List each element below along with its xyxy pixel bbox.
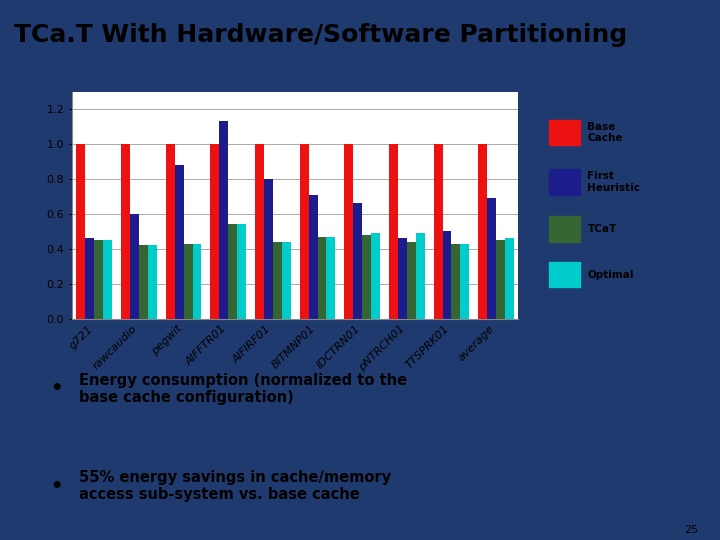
Bar xyxy=(549,169,580,195)
Bar xyxy=(192,244,202,319)
Bar xyxy=(184,244,192,319)
Bar xyxy=(505,238,514,319)
Bar xyxy=(496,240,505,319)
Bar xyxy=(549,217,580,242)
Bar xyxy=(354,204,362,319)
Bar xyxy=(121,144,130,319)
Text: 25: 25 xyxy=(684,524,698,535)
Bar xyxy=(264,179,273,319)
Bar xyxy=(220,122,228,319)
Bar xyxy=(318,237,326,319)
Text: Base
Cache: Base Cache xyxy=(588,122,623,144)
Bar xyxy=(86,238,94,319)
Bar xyxy=(148,245,157,319)
Bar xyxy=(139,245,148,319)
Text: 55% energy savings in cache/memory
access sub-system vs. base cache: 55% energy savings in cache/memory acces… xyxy=(79,470,392,502)
Bar xyxy=(549,120,580,145)
Text: •: • xyxy=(50,379,63,399)
Bar xyxy=(282,242,291,319)
Bar xyxy=(228,225,237,319)
Bar xyxy=(344,144,354,319)
Text: TCa.T With Hardware/Software Partitioning: TCa.T With Hardware/Software Partitionin… xyxy=(14,23,628,47)
Bar xyxy=(478,144,487,319)
Bar xyxy=(389,144,398,319)
Bar xyxy=(103,240,112,319)
Text: TCaT: TCaT xyxy=(588,224,617,234)
Bar xyxy=(273,242,282,319)
Bar xyxy=(407,242,415,319)
Bar xyxy=(433,144,443,319)
Bar xyxy=(371,233,380,319)
Bar xyxy=(210,144,220,319)
Bar xyxy=(166,144,175,319)
Text: •: • xyxy=(50,476,63,496)
Bar xyxy=(443,231,451,319)
Text: First
Heuristic: First Heuristic xyxy=(588,171,641,193)
Bar xyxy=(175,165,184,319)
Bar xyxy=(487,198,496,319)
Bar xyxy=(300,144,309,319)
Bar xyxy=(326,237,336,319)
Bar xyxy=(94,240,103,319)
Bar xyxy=(415,233,425,319)
Bar xyxy=(130,214,139,319)
Bar xyxy=(362,235,371,319)
Bar xyxy=(255,144,264,319)
Bar xyxy=(309,195,318,319)
Bar xyxy=(460,244,469,319)
Bar xyxy=(237,225,246,319)
Bar xyxy=(451,244,460,319)
Bar xyxy=(76,144,86,319)
Bar xyxy=(549,262,580,287)
Bar xyxy=(398,238,407,319)
Text: Energy consumption (normalized to the
base cache configuration): Energy consumption (normalized to the ba… xyxy=(79,373,408,405)
Text: Optimal: Optimal xyxy=(588,269,634,280)
